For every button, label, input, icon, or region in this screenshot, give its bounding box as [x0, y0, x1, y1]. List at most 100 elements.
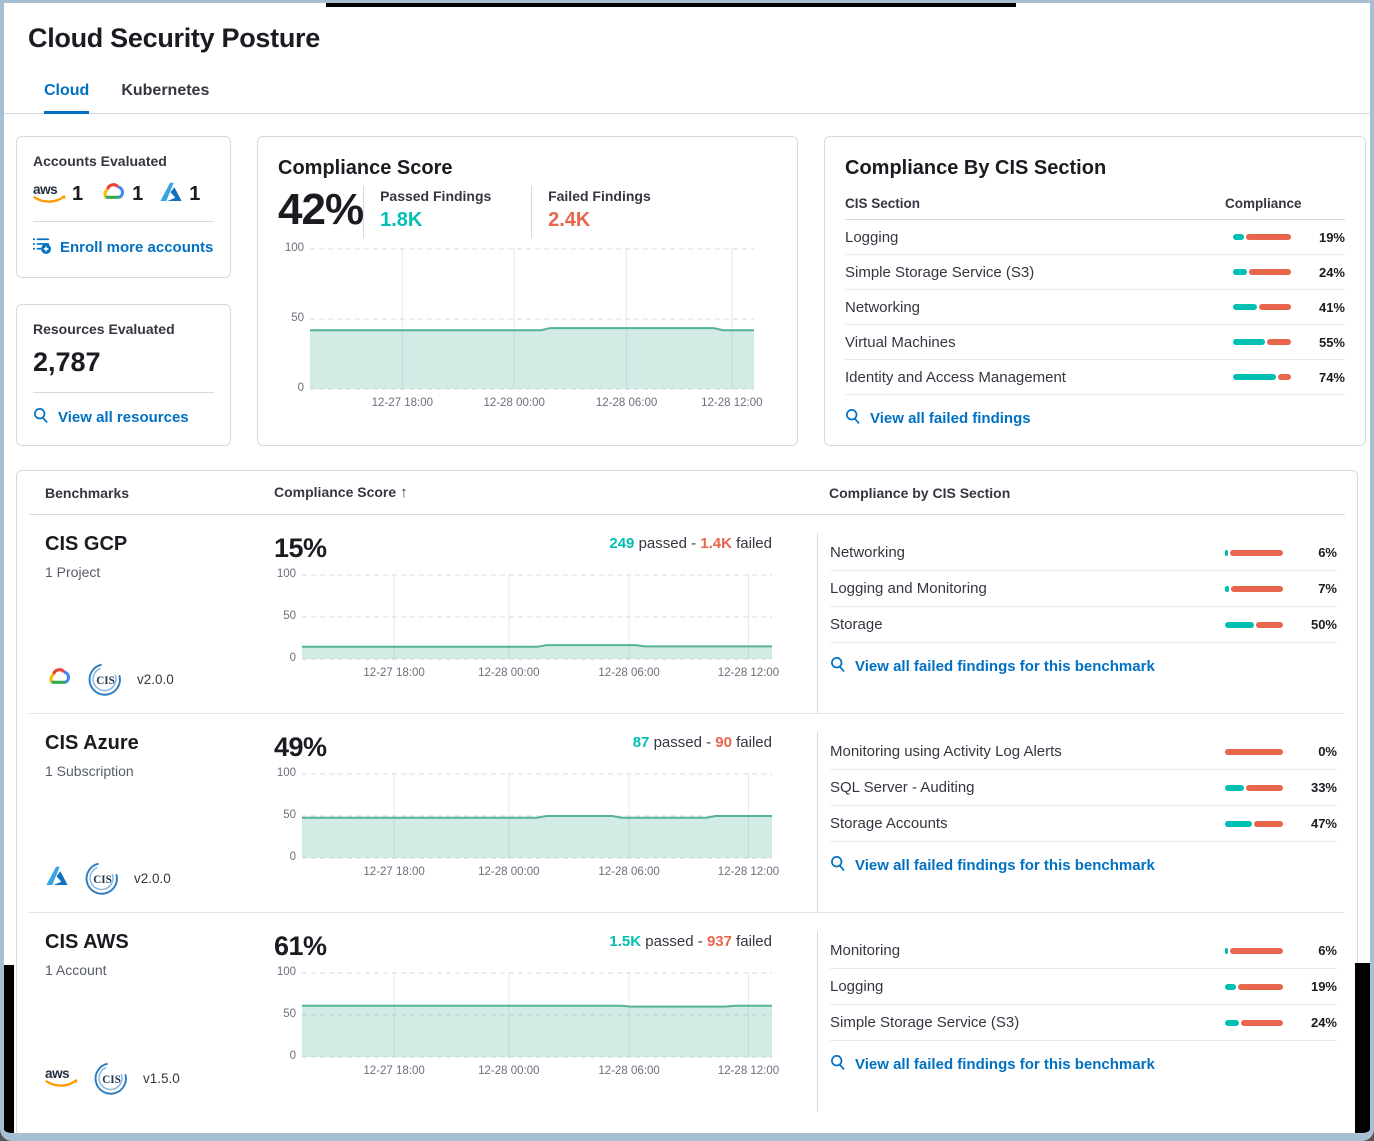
tab-kubernetes[interactable]: Kubernetes [121, 82, 210, 99]
benchmarks-table-header: Benchmarks Compliance Score ↑ Compliance … [29, 471, 1345, 515]
benchmark-version: v2.0.0 [137, 672, 174, 687]
cis-logo-icon: CIS [93, 1061, 128, 1096]
x-axis-label: 12-28 06:00 [598, 667, 660, 679]
account-provider: 1 [159, 181, 200, 208]
list-add-icon [33, 236, 51, 258]
benchmark-scope: 1 Subscription [45, 763, 134, 779]
svg-text:CIS: CIS [93, 874, 112, 886]
benchmark-compliance-score: 49% [274, 732, 327, 762]
benchmark-compliance-score: 15% [274, 533, 327, 563]
cis-section-name: Virtual Machines [845, 333, 956, 351]
compliance-score-card: Compliance Score 42% Passed Findings 1.8… [257, 136, 798, 446]
account-provider: aws 1 [33, 181, 83, 208]
compliance-percentage: 6% [1318, 943, 1337, 958]
benchmark-scope: 1 Project [45, 564, 101, 580]
benchmark-compliance-score: 61% [274, 931, 327, 961]
cis-section-name: Logging and Monitoring [830, 580, 987, 597]
compliance-bar [1225, 748, 1283, 755]
cis-section-row: Storage 50% [830, 607, 1337, 643]
search-icon [845, 408, 861, 428]
compliance-percentage: 19% [1310, 979, 1337, 994]
azure-icon [45, 865, 69, 892]
view-all-resources-link[interactable]: View all resources [33, 407, 189, 427]
x-axis-label: 12-28 12:00 [717, 667, 780, 679]
compliance-bar [1233, 339, 1291, 345]
compliance-percentage: 74% [1318, 369, 1345, 385]
account-count: 1 [189, 182, 201, 205]
compliance-percentage: 41% [1318, 299, 1345, 315]
y-axis-label: 50 [283, 809, 296, 821]
cis-section-name: Logging [830, 978, 884, 995]
compliance-percentage: 24% [1318, 264, 1345, 280]
passed-findings-value: 1.8K [380, 209, 423, 231]
search-icon [33, 407, 49, 427]
account-provider: 1 [99, 181, 143, 208]
x-axis-label: 12-28 00:00 [478, 866, 540, 878]
gcp-icon [45, 666, 72, 693]
compliance-bar [1225, 621, 1283, 628]
passed-failed-summary: 1.5K passed - 937 failed [609, 933, 772, 950]
compliance-percentage: 0% [1318, 744, 1337, 759]
compliance-bar [1233, 234, 1291, 240]
compliance-bar [1225, 1019, 1283, 1026]
compliance-percentage: 55% [1318, 334, 1345, 350]
y-axis-label: 0 [289, 851, 296, 863]
cis-section-row: Networking 6% [830, 535, 1337, 571]
x-axis-label: 12-27 18:00 [363, 866, 425, 878]
cis-section-name: SQL Server - Auditing [830, 779, 975, 796]
view-failed-findings-benchmark-link[interactable]: View all failed findings for this benchm… [830, 656, 1155, 676]
overall-compliance-score: 42% [278, 185, 364, 234]
svg-text:aws: aws [33, 181, 57, 196]
y-axis-label: 50 [291, 312, 304, 324]
x-axis-label: 12-28 00:00 [478, 667, 540, 679]
view-failed-findings-benchmark-link[interactable]: View all failed findings for this benchm… [830, 855, 1155, 875]
compliance-by-cis-section-card: Compliance By CIS Section CIS Section Co… [824, 136, 1366, 446]
col-compliance: Compliance [1225, 196, 1302, 211]
compliance-percentage: 7% [1318, 581, 1337, 596]
resources-evaluated-card: Resources Evaluated 2,787 View all resou… [16, 304, 231, 446]
y-axis-label: 0 [289, 652, 296, 664]
y-axis-label: 100 [284, 242, 304, 254]
cis-section-name: Storage [830, 616, 883, 633]
col-compliance-by-cis-section: Compliance by CIS Section [829, 484, 1011, 501]
compliance-percentage: 33% [1310, 780, 1337, 795]
cis-section-row: Logging 19% [845, 220, 1345, 255]
desktop-artifact-bottom-right [1355, 963, 1370, 1133]
compliance-bar [1225, 983, 1283, 990]
view-failed-findings-benchmark-link[interactable]: View all failed findings for this benchm… [830, 1054, 1155, 1074]
enroll-more-accounts-link[interactable]: Enroll more accounts [33, 236, 213, 258]
compliance-score-chart: 0 50 100 12-27 18:00 12-28 00:00 12-28 06:00 1… [278, 242, 777, 409]
tab-cloud[interactable]: Cloud [44, 82, 90, 114]
col-compliance-score-sort[interactable]: Compliance Score ↑ [274, 484, 408, 501]
x-axis-label: 12-27 18:00 [363, 1065, 425, 1077]
aws-icon: aws [33, 181, 66, 208]
resources-evaluated-title: Resources Evaluated [33, 321, 175, 337]
accounts-evaluated-card: Accounts Evaluated aws 1 1 1 Enroll more… [16, 136, 231, 278]
benchmark-row: CIS Azure 1 Subscription CIS v2.0.0 49% … [29, 714, 1345, 913]
x-axis-label: 12-28 12:00 [717, 866, 780, 878]
cis-logo-icon: CIS [84, 861, 119, 896]
benchmark-version: v1.5.0 [143, 1071, 180, 1086]
account-count: 1 [72, 182, 84, 205]
benchmark-scope: 1 Account [45, 962, 107, 978]
passed-failed-summary: 87 passed - 90 failed [632, 734, 772, 751]
svg-text:CIS: CIS [96, 675, 115, 687]
cis-section-name: Monitoring [830, 942, 901, 959]
x-axis-label: 12-28 06:00 [595, 397, 658, 409]
view-all-failed-findings-link[interactable]: View all failed findings [845, 408, 1031, 428]
x-axis-label: 12-28 00:00 [478, 1065, 540, 1077]
page-title: Cloud Security Posture [28, 23, 320, 53]
compliance-bar [1225, 820, 1283, 827]
aws-icon: aws [45, 1065, 78, 1092]
azure-icon [159, 181, 183, 208]
desktop-artifact-bottom-left [4, 965, 14, 1133]
cis-logo-icon: CIS [87, 662, 122, 697]
cis-section-row: Monitoring using Activity Log Alerts 0% [830, 734, 1337, 770]
cis-section-name: Networking [845, 298, 921, 316]
cis-section-row: Simple Storage Service (S3) 24% [830, 1005, 1337, 1041]
cis-section-name: Simple Storage Service (S3) [830, 1014, 1020, 1031]
tab-bar: Cloud Kubernetes [28, 82, 1346, 114]
cis-table-header: CIS Section Compliance [845, 196, 1345, 220]
desktop-artifact-top [326, 3, 1016, 7]
